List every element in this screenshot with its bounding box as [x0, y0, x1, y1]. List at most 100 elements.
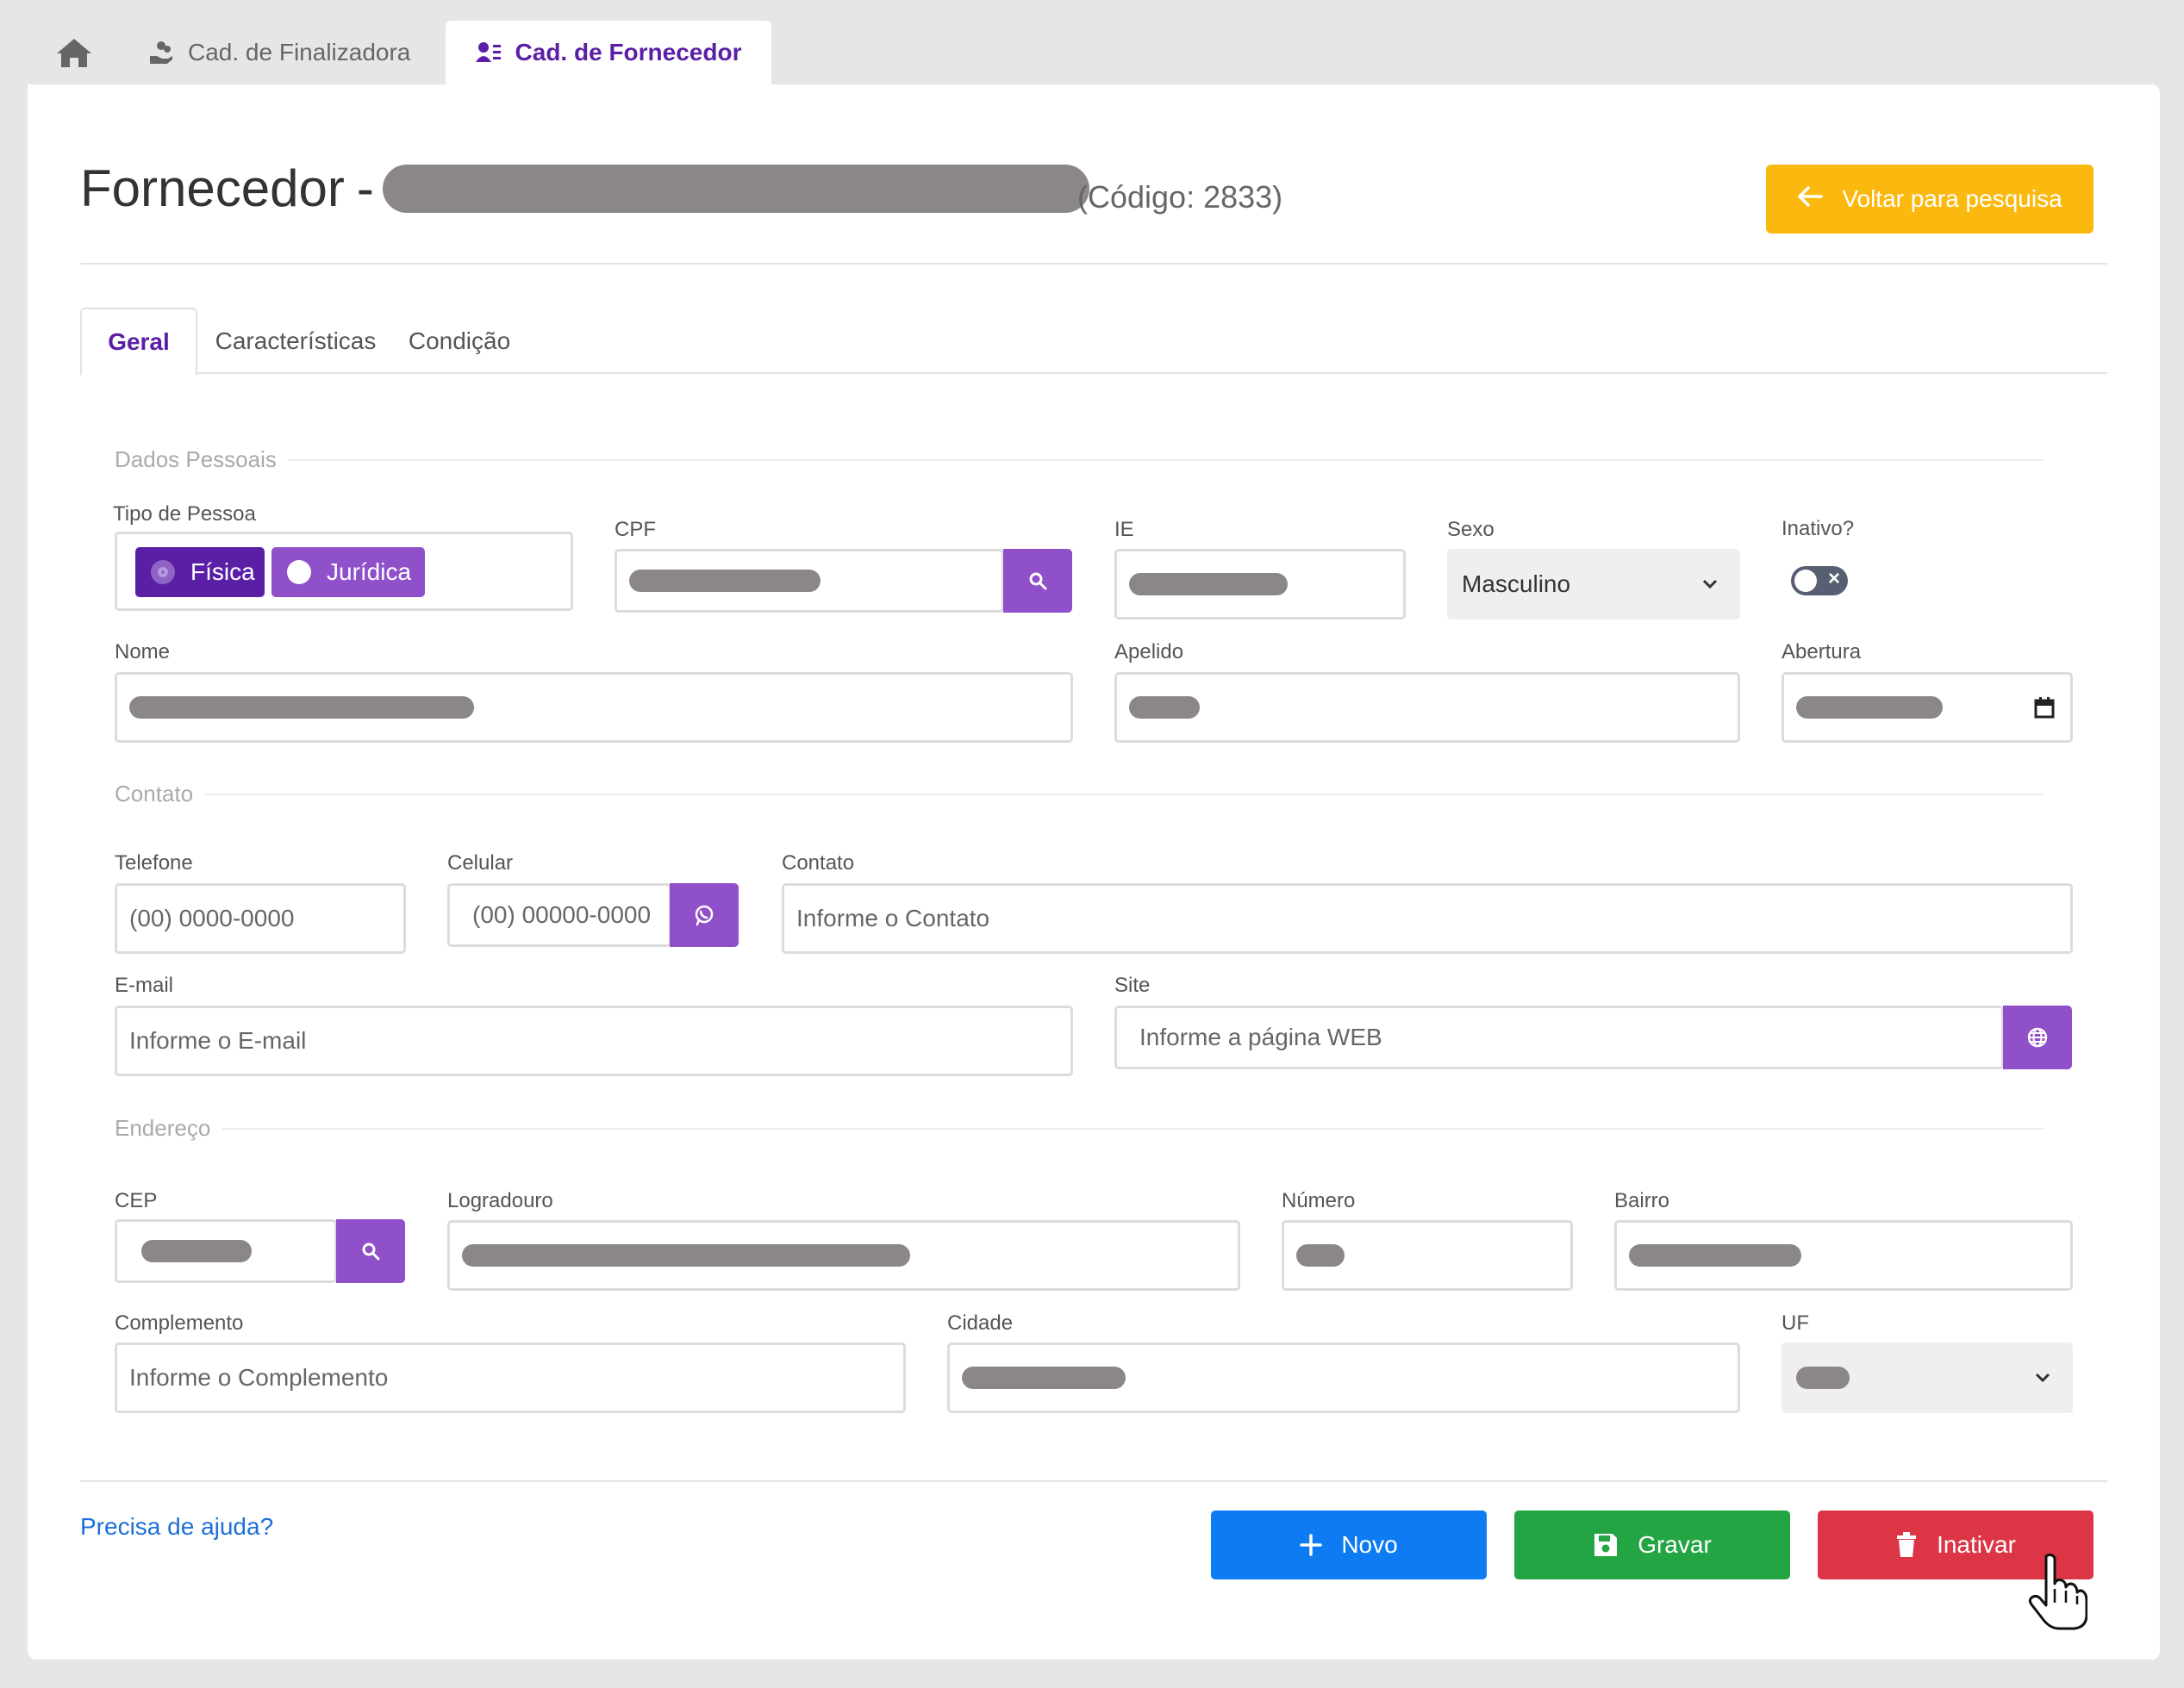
title-separator: - — [356, 159, 374, 217]
email-input[interactable]: Informe o E-mail — [115, 1006, 1073, 1076]
cpf-search-button[interactable] — [1003, 549, 1072, 613]
tab-geral[interactable]: Geral — [80, 308, 197, 376]
toggle-knob — [1794, 570, 1817, 592]
radio-fisica[interactable]: Física — [135, 547, 265, 597]
novo-button[interactable]: Novo — [1211, 1510, 1487, 1579]
placeholder: Informe o Complemento — [129, 1364, 389, 1391]
celular-input[interactable]: (00) 00000-0000 — [447, 883, 671, 947]
section-title: Endereço — [115, 1115, 211, 1141]
placeholder: (00) 00000-0000 — [472, 901, 652, 928]
divider — [80, 1480, 2107, 1482]
sexo-select[interactable]: Masculino — [1447, 549, 1740, 620]
label-cidade: Cidade — [947, 1311, 1014, 1335]
home-icon — [55, 36, 93, 69]
label-email: E-mail — [115, 974, 174, 997]
redacted-value — [629, 570, 821, 592]
label-telefone: Telefone — [115, 851, 193, 875]
cidade-input[interactable] — [947, 1342, 1740, 1413]
redacted-value — [1129, 696, 1200, 719]
abertura-date-input[interactable] — [1782, 672, 2073, 743]
tipo-pessoa-group: Física Jurídica — [115, 532, 573, 611]
redacted-value — [1129, 573, 1288, 595]
telefone-input[interactable]: (00) 0000-0000 — [115, 883, 406, 954]
label-inativo: Inativo? — [1782, 517, 1855, 540]
tab-label: Cad. de Finalizadora — [188, 39, 411, 65]
uf-select[interactable] — [1782, 1342, 2073, 1413]
contato-input[interactable]: Informe o Contato — [782, 883, 2073, 954]
cep-search-button[interactable] — [336, 1219, 405, 1283]
section-contato: Contato — [115, 781, 2044, 807]
save-icon — [1594, 1534, 1618, 1556]
redacted-value — [141, 1240, 252, 1262]
hand-cursor-icon — [2027, 1553, 2088, 1635]
tab-caracteristicas[interactable]: Características — [215, 327, 377, 354]
gravar-button[interactable]: Gravar — [1514, 1510, 1790, 1579]
chevron-down-icon — [2035, 1373, 2050, 1383]
back-to-search-button[interactable]: Voltar para pesquisa — [1766, 165, 2094, 234]
label-bairro: Bairro — [1614, 1189, 1670, 1212]
whatsapp-icon — [695, 905, 714, 926]
help-link[interactable]: Precisa de ajuda? — [80, 1513, 274, 1540]
radio-checked-icon — [151, 560, 175, 584]
radio-label: Jurídica — [327, 558, 412, 585]
label-contato: Contato — [782, 851, 855, 875]
placeholder: (00) 0000-0000 — [129, 905, 295, 931]
form-tabs: Geral Características Condição — [80, 308, 2107, 376]
logradouro-input[interactable] — [447, 1220, 1240, 1291]
section-dados-pessoais: Dados Pessoais — [115, 446, 2044, 473]
label-uf: UF — [1782, 1311, 1809, 1335]
page-title: Fornecedor - — [80, 159, 1089, 218]
app-tab-bar: Cad. de Finalizadora Cad. de Fornecedor — [0, 0, 2184, 84]
label-abertura: Abertura — [1782, 640, 1862, 663]
section-endereco: Endereço — [115, 1115, 2044, 1142]
radio-unchecked-icon — [287, 560, 311, 584]
label-site: Site — [1114, 974, 1151, 997]
radio-juridica[interactable]: Jurídica — [271, 547, 425, 597]
site-input[interactable]: Informe a página WEB — [1114, 1006, 2004, 1069]
trash-icon — [1897, 1532, 1917, 1557]
inativo-toggle[interactable]: × — [1791, 566, 1848, 595]
label-ie: IE — [1114, 518, 1134, 541]
nome-input[interactable] — [115, 672, 1073, 743]
redacted-value — [129, 696, 474, 719]
user-list-icon — [475, 41, 502, 64]
placeholder: Informe o Contato — [796, 905, 990, 931]
divider — [80, 263, 2107, 265]
label-cpf: CPF — [615, 518, 656, 541]
search-icon — [362, 1243, 380, 1261]
redacted-value — [1629, 1244, 1801, 1267]
complemento-input[interactable]: Informe o Complemento — [115, 1342, 906, 1413]
title-text: Fornecedor — [80, 159, 345, 217]
close-icon: × — [1827, 567, 1840, 590]
ie-input[interactable] — [1114, 549, 1406, 620]
select-value: Masculino — [1462, 570, 1571, 597]
tab-condicao[interactable]: Condição — [408, 327, 511, 354]
open-site-button[interactable] — [2003, 1006, 2072, 1069]
arrow-left-icon — [1797, 185, 1824, 214]
label-apelido: Apelido — [1114, 640, 1184, 663]
whatsapp-button[interactable] — [670, 883, 739, 947]
label-cep: CEP — [115, 1189, 158, 1212]
redacted-value — [962, 1367, 1126, 1389]
apelido-input[interactable] — [1114, 672, 1740, 743]
section-title: Contato — [115, 781, 194, 807]
redacted-name — [382, 164, 1089, 213]
tab-home[interactable] — [55, 21, 107, 84]
label-tipo-pessoa: Tipo de Pessoa — [113, 502, 256, 526]
redacted-value — [1796, 1367, 1850, 1389]
chevron-down-icon — [1702, 579, 1718, 589]
bairro-input[interactable] — [1614, 1220, 2073, 1291]
globe-icon — [2027, 1027, 2048, 1048]
button-label: Inativar — [1937, 1531, 2016, 1558]
cep-input[interactable] — [115, 1219, 337, 1283]
calendar-icon — [2034, 697, 2055, 719]
tab-cad-fornecedor[interactable]: Cad. de Fornecedor — [446, 21, 771, 84]
label-numero: Número — [1282, 1189, 1356, 1212]
tab-cad-finalizadora[interactable]: Cad. de Finalizadora — [148, 21, 410, 84]
redacted-value — [1796, 696, 1943, 719]
cpf-input[interactable] — [615, 549, 1004, 613]
numero-input[interactable] — [1282, 1220, 1573, 1291]
placeholder: Informe o E-mail — [129, 1027, 307, 1054]
supplier-code: (Código: 2833) — [1077, 179, 1283, 215]
label-logradouro: Logradouro — [447, 1189, 553, 1212]
